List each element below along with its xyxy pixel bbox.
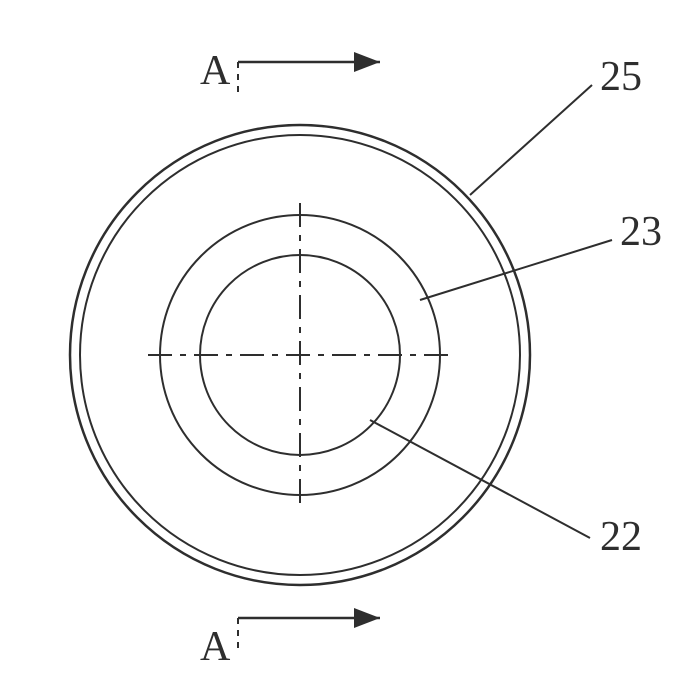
label-25: 25 <box>600 54 642 100</box>
label-22: 22 <box>600 514 642 560</box>
leader-22 <box>370 420 590 538</box>
section-bottom-arrow-icon <box>354 608 380 628</box>
diagram-canvas: A A 25 23 22 <box>0 0 691 674</box>
leader-23 <box>420 240 612 300</box>
leader-25 <box>470 85 592 195</box>
label-23: 23 <box>620 209 662 255</box>
section-bottom-label: A <box>200 624 231 670</box>
section-top-arrow-icon <box>354 52 380 72</box>
section-top-label: A <box>200 48 231 94</box>
